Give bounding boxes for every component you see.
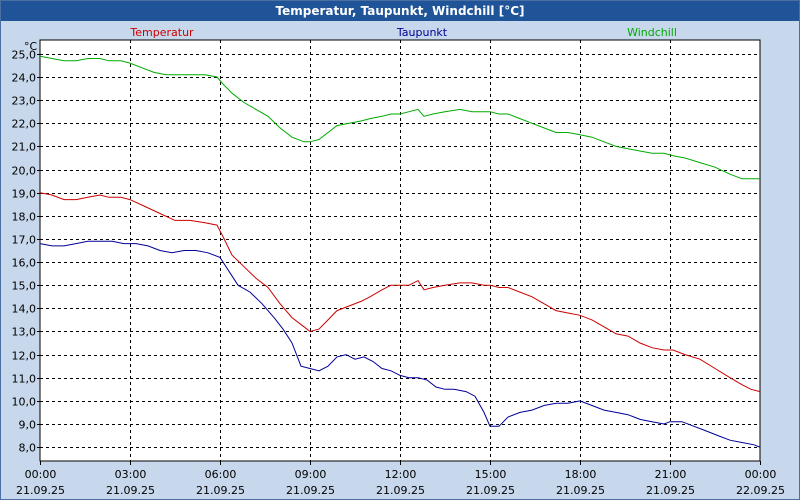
y-axis: 8,0 9,0 10,0 11,0 12,0 13,0 14,0 15,0 16,0 17,0 18… [12,49,40,455]
y-tick-label: 11,0 [12,373,37,386]
legend: Temperatur Taupunkt Windchill [129,26,677,39]
y-tick-label: 24,0 [12,72,37,85]
grid-lines [40,40,760,461]
x-tick-date: 22.09.25 [736,484,785,497]
y-tick-label: 10,0 [12,396,37,409]
x-tick-date: 21.09.25 [556,484,605,497]
chart-title: Temperatur, Taupunkt, Windchill [°C] [1,1,799,21]
y-tick-label: 19,0 [12,188,37,201]
x-tick-date: 21.09.25 [106,484,155,497]
legend-entry-windchill: Windchill [627,26,677,39]
series-group [39,55,761,448]
y-tick-label: 25,0 [12,49,37,62]
y-tick-label: 12,0 [12,350,37,363]
x-tick-time: 06:00 [205,468,237,481]
y-tick-label: 17,0 [12,234,37,247]
x-tick-time: 09:00 [295,468,327,481]
y-unit-label: °C [24,40,38,53]
x-tick-date: 21.09.25 [376,484,425,497]
y-tick-label: 16,0 [12,257,37,270]
x-tick-date: 21.09.25 [286,484,335,497]
y-tick-label: 23,0 [12,95,37,108]
x-tick-date: 21.09.25 [16,484,65,497]
y-tick-label: 9,0 [19,419,37,432]
x-tick-time: 15:00 [475,468,507,481]
y-tick-label: 21,0 [12,141,37,154]
x-tick-date: 21.09.25 [196,484,245,497]
y-tick-label: 15,0 [12,280,37,293]
legend-entry-taupunkt: Taupunkt [396,26,448,39]
y-tick-label: 18,0 [12,211,37,224]
x-tick-date: 21.09.25 [466,484,515,497]
y-tick-label: 13,0 [12,326,37,339]
x-tick-time: 00:00 [25,468,57,481]
series-line-taupunkt [39,240,761,448]
y-tick-label: 8,0 [19,442,37,455]
series-line-temperatur [39,192,761,393]
x-tick-time: 12:00 [385,468,417,481]
x-tick-time: 18:00 [565,468,597,481]
x-tick-date: 21.09.25 [646,484,695,497]
x-axis: 00:00 21.09.25 03:00 21.09.25 06:00 21.09.25 0… [16,461,785,497]
x-tick-time: 03:00 [115,468,147,481]
legend-entry-temperatur: Temperatur [129,26,194,39]
series-line-windchill [39,55,760,180]
x-tick-time: 21:00 [655,468,687,481]
y-tick-label: 22,0 [12,118,37,131]
x-tick-time: 00:00 [745,468,777,481]
y-tick-label: 20,0 [12,165,37,178]
y-tick-label: 14,0 [12,303,37,316]
